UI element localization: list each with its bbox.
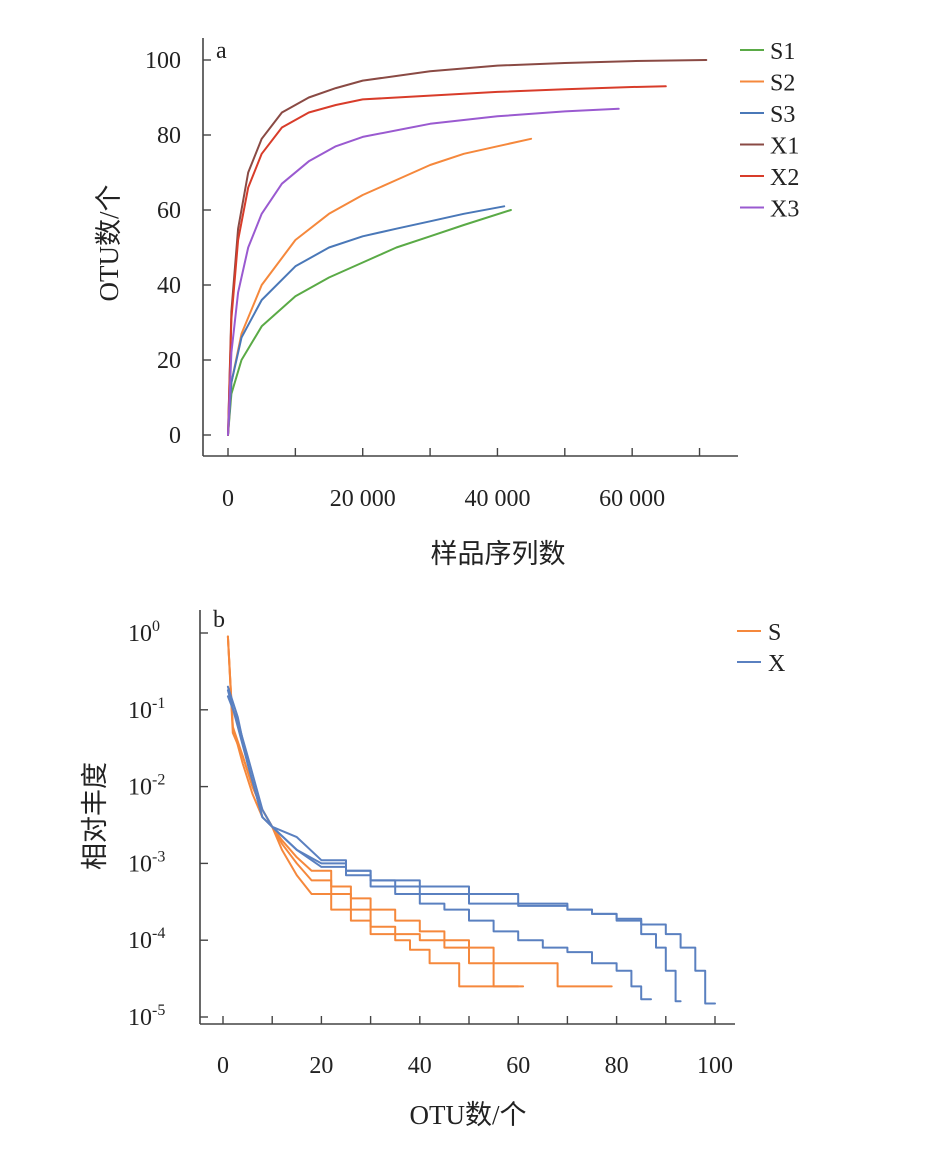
legend-label-s2: S2: [770, 71, 795, 97]
panel-b-letter: b: [213, 607, 225, 633]
panel-a-y-tick-label: 60: [157, 198, 181, 224]
panel-b-chart: b 100 10-1 10-2 10-3 10-4 10-5 0 20 40 60 80 100 SX…: [80, 607, 785, 1130]
panel-a-x-tick-label: 20 000: [330, 486, 396, 512]
panel-b-y-tick-label: 10-2: [128, 772, 165, 801]
panel-b-x-axis-title: OTU数/个: [410, 1100, 527, 1130]
series-line-x3: [227, 107, 620, 436]
panel-b-y-tick-label: 10-5: [128, 1002, 165, 1031]
series-line-s-3: [226, 635, 613, 988]
panel-b-x-tick-label: 20: [309, 1053, 333, 1079]
panel-b-x-tick-label: 40: [408, 1053, 432, 1079]
panel-a-y-tick-label: 80: [157, 123, 181, 149]
series-line-s3: [227, 205, 506, 436]
panel-a-legend: S1 S2 S3 X1 X2 X3: [740, 39, 799, 223]
legend-label-x3: X3: [770, 197, 799, 223]
series-line-x1: [227, 59, 708, 436]
panel-a-x-tick-label: 60 000: [599, 486, 665, 512]
panel-b-x-tick-label: 0: [217, 1053, 229, 1079]
legend-label-x2: X2: [770, 165, 799, 191]
panel-a-x-axis-title: 样品序列数: [431, 539, 566, 569]
panel-a-chart: a 0 20 40 60 80 100 0 20 000 40 000 60 000 S1 S2 S3…: [94, 38, 799, 569]
legend-label-s1: S1: [770, 39, 795, 65]
panel-b-x-tick-label: 80: [605, 1053, 629, 1079]
panel-b-y-tick-label: 10-1: [128, 695, 165, 724]
panel-b-y-tick-label: 100: [128, 618, 160, 647]
panel-a-y-tick-label: 40: [157, 273, 181, 299]
series-line-x-6: [226, 695, 716, 1005]
panel-b-y-axis-title: 相对丰度: [80, 762, 110, 870]
legend-label-x: X: [768, 651, 785, 677]
panel-a-y-tick-label: 100: [145, 48, 181, 74]
panel-a-y-tick-label: 20: [157, 348, 181, 374]
legend-label-x1: X1: [770, 134, 799, 160]
panel-b-x-tick-label: 60: [506, 1053, 530, 1079]
legend-label-s: S: [768, 620, 781, 646]
panel-a-y-tick-label: 0: [169, 423, 181, 449]
series-line-x2: [227, 85, 667, 436]
panel-b-y-tick-label: 10-4: [128, 925, 165, 954]
panel-b-y-tick-label: 10-3: [128, 848, 165, 877]
panel-a-x-tick-label: 40 000: [464, 486, 530, 512]
panel-b-x-tick-label: 100: [697, 1053, 733, 1079]
panel-a-y-axis-title: OTU数/个: [94, 185, 124, 302]
series-line-x-5: [226, 689, 682, 1003]
series-line-s1: [227, 209, 512, 436]
panel-a-letter: a: [216, 38, 227, 64]
panel-b-legend: SX: [737, 620, 785, 677]
legend-label-s3: S3: [770, 102, 795, 128]
series-line-x-4: [226, 685, 652, 1001]
panel-a-x-tick-label: 0: [222, 486, 234, 512]
